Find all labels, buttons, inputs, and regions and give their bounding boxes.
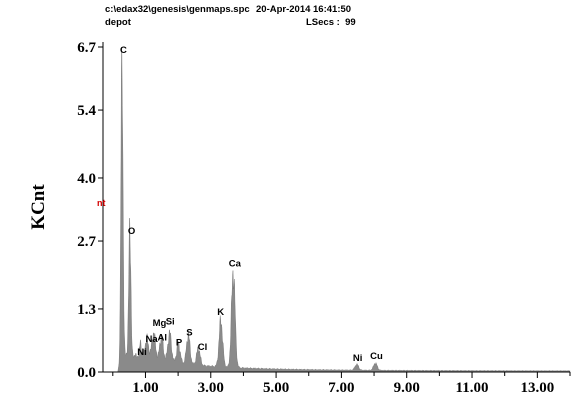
x-tick-label: 5.00 bbox=[263, 380, 289, 396]
peak-label: K bbox=[217, 307, 224, 318]
spectrum-area bbox=[103, 46, 571, 373]
y-tick-label: 5.4 bbox=[77, 103, 96, 119]
y-tick-label: 1.3 bbox=[77, 302, 96, 318]
peak-label: Al bbox=[158, 332, 168, 343]
y-tick-label: 2.7 bbox=[77, 234, 96, 250]
x-tick-label: 1.00 bbox=[132, 380, 158, 396]
peak-label: Cu bbox=[370, 351, 383, 362]
x-tick-label: 7.00 bbox=[328, 380, 354, 396]
x-tick-label: 9.00 bbox=[394, 380, 420, 396]
peak-label: O bbox=[128, 226, 135, 237]
stray-red-mark: nt bbox=[97, 198, 106, 208]
peak-label: Na bbox=[145, 334, 158, 345]
peak-label: P bbox=[176, 337, 183, 348]
spectrum-datetime: 20-Apr-2014 16:41:50 bbox=[256, 4, 352, 15]
y-tick-label: 4.0 bbox=[77, 171, 96, 187]
peak-label: Ca bbox=[229, 259, 242, 270]
peak-label: Mg bbox=[153, 318, 167, 329]
peak-label: C bbox=[120, 45, 127, 56]
x-tick-label: 3.00 bbox=[198, 380, 224, 396]
x-tick-label: 11.00 bbox=[456, 380, 489, 396]
y-axis-ticks: 0.0 1.3 2.7 4.0 5.4 6.7 bbox=[77, 40, 103, 381]
peak-label: Cl bbox=[198, 342, 208, 353]
peak-label: Si bbox=[166, 316, 175, 327]
y-tick-label: 0.0 bbox=[77, 365, 96, 381]
x-tick-label: 13.00 bbox=[520, 380, 554, 396]
spectrum-name: depot bbox=[105, 17, 131, 28]
peak-label: Ni bbox=[137, 347, 147, 358]
peak-label: S bbox=[186, 328, 192, 339]
live-seconds: LSecs : 99 bbox=[306, 17, 356, 28]
spectrum-file-path: c:\edax32\genesis\genmaps.spc bbox=[105, 4, 250, 15]
y-axis-label: KCnt bbox=[28, 184, 49, 230]
y-tick-label: 6.7 bbox=[77, 40, 96, 56]
spectrum-layer bbox=[103, 46, 571, 373]
peak-label: Ni bbox=[353, 353, 363, 364]
x-axis-ticks: 1.00 3.00 5.00 7.00 9.00 11.00 13.00 bbox=[112, 372, 571, 396]
